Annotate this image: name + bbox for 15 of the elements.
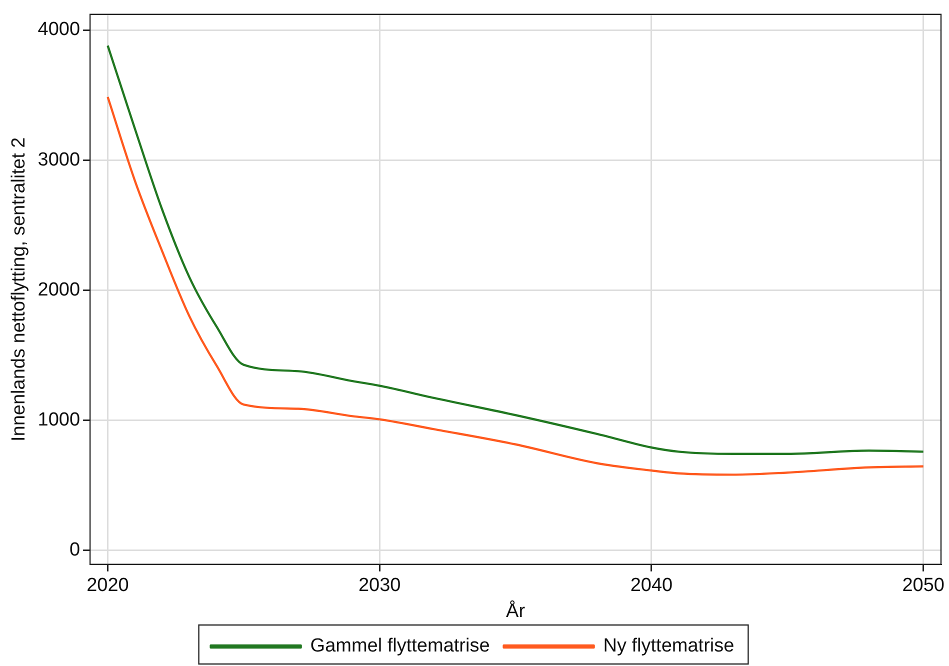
y-tick-label: 2000 (38, 279, 80, 300)
legend-label: Ny flyttematrise (603, 636, 734, 657)
y-axis-title: Innenlands nettoflytting, sentralitet 2 (8, 137, 30, 442)
x-tick-label: 2040 (630, 575, 673, 596)
y-tick-label: 3000 (38, 149, 80, 170)
y-tick-label: 4000 (38, 19, 80, 40)
x-axis-title: År (506, 600, 526, 622)
y-tick-label: 1000 (38, 409, 80, 430)
y-tick-label: 0 (69, 539, 80, 560)
x-tick-label: 2030 (358, 575, 401, 596)
x-tick-label: 2020 (86, 575, 129, 596)
legend-label: Gammel flyttematrise (310, 636, 490, 657)
x-tick-label: 2050 (902, 575, 944, 596)
line-series (106, 96, 924, 476)
line-series (106, 44, 924, 455)
